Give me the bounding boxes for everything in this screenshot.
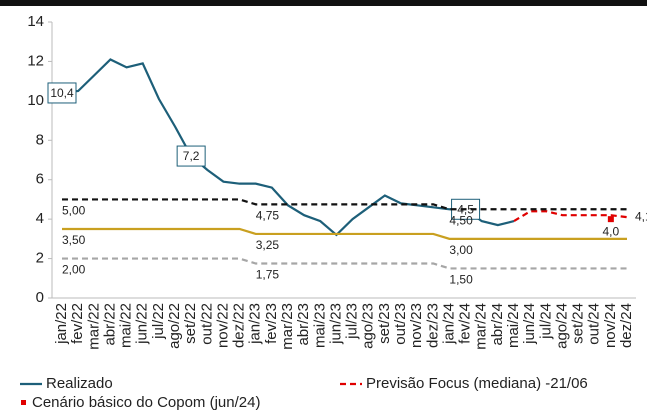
marker bbox=[607, 216, 614, 223]
value-label: 4,1 bbox=[635, 209, 647, 223]
x-tick-label: jun/24 bbox=[521, 303, 538, 345]
value-label: 1,75 bbox=[256, 268, 280, 282]
x-tick-label: nov/24 bbox=[602, 303, 619, 348]
y-tick-label: 8 bbox=[36, 131, 44, 148]
y-tick-label: 14 bbox=[27, 13, 44, 30]
legend-label: Previsão Focus (mediana) -21/06 bbox=[366, 375, 588, 392]
x-tick-label: ago/22 bbox=[166, 303, 183, 349]
legend-marker bbox=[21, 400, 26, 405]
x-tick-label: fev/22 bbox=[69, 303, 86, 344]
x-tick-label: mai/24 bbox=[505, 303, 522, 348]
x-tick-label: jun/22 bbox=[134, 303, 151, 345]
top-bar bbox=[0, 0, 647, 6]
value-label: 3,50 bbox=[62, 233, 86, 247]
x-tick-label: jan/24 bbox=[440, 303, 457, 345]
x-tick-label: jul/24 bbox=[537, 303, 554, 340]
value-label: 2,00 bbox=[62, 263, 86, 277]
y-tick-label: 4 bbox=[36, 210, 44, 227]
value-label: 7,2 bbox=[183, 149, 200, 163]
x-tick-label: dez/24 bbox=[618, 303, 635, 348]
x-tick-label: mar/24 bbox=[473, 303, 490, 350]
x-tick-label: mai/23 bbox=[311, 303, 328, 348]
series-line bbox=[62, 257, 627, 270]
value-label: 4,50 bbox=[449, 213, 473, 227]
value-label: 4,0 bbox=[603, 224, 620, 238]
y-tick-label: 12 bbox=[27, 52, 44, 69]
label-box bbox=[47, 82, 77, 104]
value-label: 5,00 bbox=[62, 204, 86, 218]
x-tick-label: abr/23 bbox=[295, 303, 312, 346]
legend-label: Cenário básico do Copom (jun/24) bbox=[32, 394, 260, 411]
x-tick-label: jun/23 bbox=[327, 303, 344, 345]
x-tick-label: abr/24 bbox=[489, 303, 506, 346]
value-label: 3,00 bbox=[449, 243, 473, 257]
x-tick-label: jul/22 bbox=[150, 303, 167, 340]
y-tick-label: 2 bbox=[36, 250, 44, 267]
legend-label: Realizado bbox=[46, 375, 113, 392]
y-tick-label: 0 bbox=[36, 289, 44, 306]
x-tick-label: nov/22 bbox=[214, 303, 231, 348]
x-tick-label: out/23 bbox=[392, 303, 409, 345]
y-tick-label: 6 bbox=[36, 171, 44, 188]
label-box bbox=[176, 145, 206, 167]
x-tick-label: fev/24 bbox=[457, 303, 474, 344]
x-tick-label: ago/23 bbox=[360, 303, 377, 349]
series-line bbox=[61, 58, 515, 237]
x-tick-label: jan/22 bbox=[53, 303, 70, 345]
x-tick-label: mar/23 bbox=[279, 303, 296, 350]
x-tick-label: out/22 bbox=[198, 303, 215, 345]
x-tick-label: set/24 bbox=[570, 303, 587, 344]
x-tick-label: dez/23 bbox=[424, 303, 441, 348]
x-tick-label: dez/22 bbox=[231, 303, 248, 348]
x-tick-label: set/22 bbox=[182, 303, 199, 344]
x-tick-label: fev/23 bbox=[263, 303, 280, 344]
x-tick-label: set/23 bbox=[376, 303, 393, 344]
value-label: 4,75 bbox=[256, 209, 280, 223]
x-tick-label: mai/22 bbox=[118, 303, 135, 348]
x-tick-label: ago/24 bbox=[553, 303, 570, 349]
value-label: 10,4 bbox=[50, 86, 74, 100]
value-label: 3,25 bbox=[256, 238, 280, 252]
x-tick-label: mar/22 bbox=[85, 303, 102, 350]
series-line bbox=[513, 210, 628, 223]
y-tick-label: 10 bbox=[27, 92, 44, 109]
x-tick-label: abr/22 bbox=[101, 303, 118, 346]
x-tick-label: jul/23 bbox=[344, 303, 361, 340]
series-line bbox=[62, 227, 627, 240]
series-line bbox=[62, 198, 627, 211]
x-tick-label: nov/23 bbox=[408, 303, 425, 348]
x-tick-label: jan/23 bbox=[247, 303, 264, 345]
x-tick-label: out/24 bbox=[586, 303, 603, 345]
value-label: 1,50 bbox=[449, 273, 473, 287]
